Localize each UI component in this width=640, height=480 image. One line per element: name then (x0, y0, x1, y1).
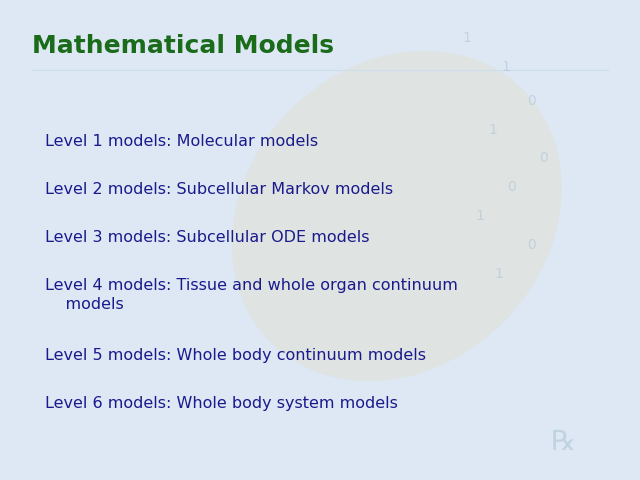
Text: Level 6 models: Whole body system models: Level 6 models: Whole body system models (45, 396, 397, 411)
Text: 1: 1 (495, 266, 504, 281)
Text: 1: 1 (476, 209, 484, 223)
Text: 0: 0 (508, 180, 516, 194)
Text: 0: 0 (527, 238, 536, 252)
Text: 0: 0 (527, 94, 536, 108)
Ellipse shape (232, 51, 562, 381)
Text: Level 1 models: Molecular models: Level 1 models: Molecular models (45, 134, 318, 149)
Text: Level 4 models: Tissue and whole organ continuum
    models: Level 4 models: Tissue and whole organ c… (45, 278, 458, 312)
Text: Level 5 models: Whole body continuum models: Level 5 models: Whole body continuum mod… (45, 348, 426, 363)
Text: 1: 1 (501, 60, 510, 74)
Text: 1: 1 (488, 122, 497, 137)
Text: Level 3 models: Subcellular ODE models: Level 3 models: Subcellular ODE models (45, 230, 369, 245)
Text: 0: 0 (540, 151, 548, 166)
Text: Mathematical Models: Mathematical Models (32, 34, 334, 58)
Text: Level 2 models: Subcellular Markov models: Level 2 models: Subcellular Markov model… (45, 182, 393, 197)
Text: ℞: ℞ (551, 428, 575, 456)
Text: 1: 1 (463, 31, 472, 46)
